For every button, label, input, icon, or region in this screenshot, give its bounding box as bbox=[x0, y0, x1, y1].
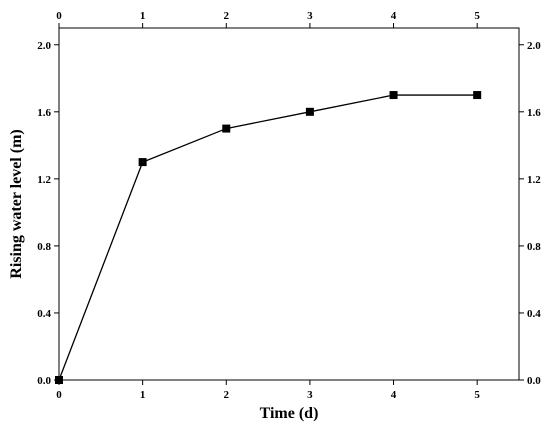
x-tick-label-top: 5 bbox=[474, 10, 480, 22]
y-tick-label-left: 0.8 bbox=[37, 241, 51, 253]
ticks-layer: 0 0 1 1 2 2 3 3 4 4 5 5 0.0 0.0 0.4 0.4 0.8 0.8 1.2 1.2 1.6 1… bbox=[37, 10, 541, 401]
y-tick-label-left: 2.0 bbox=[37, 40, 51, 52]
plot-frame bbox=[58, 27, 520, 381]
y-tick-label-right: 1.6 bbox=[527, 107, 541, 119]
x-tick-label-top: 1 bbox=[140, 10, 146, 22]
x-tick-label-bottom: 3 bbox=[307, 389, 313, 401]
data-point-marker bbox=[389, 91, 398, 100]
y-tick-label-right: 2.0 bbox=[527, 40, 541, 52]
x-axis-title: Time (d) bbox=[260, 405, 319, 422]
y-tick-label-left: 0.4 bbox=[37, 308, 51, 320]
data-point-marker bbox=[55, 376, 63, 384]
x-tick-label-top: 3 bbox=[307, 10, 313, 22]
y-tick-label-right: 0.0 bbox=[527, 375, 541, 387]
data-point-marker bbox=[222, 124, 231, 133]
y-tick-label-left: 1.6 bbox=[37, 107, 51, 119]
y-tick-label-right: 0.8 bbox=[527, 241, 541, 253]
y-tick-label-right: 0.4 bbox=[527, 308, 541, 320]
x-tick-label-bottom: 2 bbox=[224, 389, 230, 401]
series-layer bbox=[55, 91, 482, 384]
x-tick-label-bottom: 1 bbox=[140, 389, 146, 401]
y-axis-title: Rising water level (m) bbox=[8, 129, 25, 278]
x-tick-label-bottom: 4 bbox=[391, 389, 397, 401]
x-tick-label-top: 0 bbox=[56, 10, 62, 22]
data-point-marker bbox=[305, 107, 314, 116]
x-tick-label-bottom: 5 bbox=[474, 389, 480, 401]
x-tick-label-top: 4 bbox=[391, 10, 397, 22]
series-line bbox=[58, 94, 478, 381]
y-tick-label-left: 0.0 bbox=[37, 375, 51, 387]
y-tick-label-left: 1.2 bbox=[37, 174, 51, 186]
data-point-marker bbox=[473, 91, 482, 100]
y-tick-label-right: 1.2 bbox=[527, 174, 541, 186]
data-point-marker bbox=[138, 158, 147, 167]
x-tick-label-bottom: 0 bbox=[56, 389, 62, 401]
x-tick-label-top: 2 bbox=[224, 10, 230, 22]
